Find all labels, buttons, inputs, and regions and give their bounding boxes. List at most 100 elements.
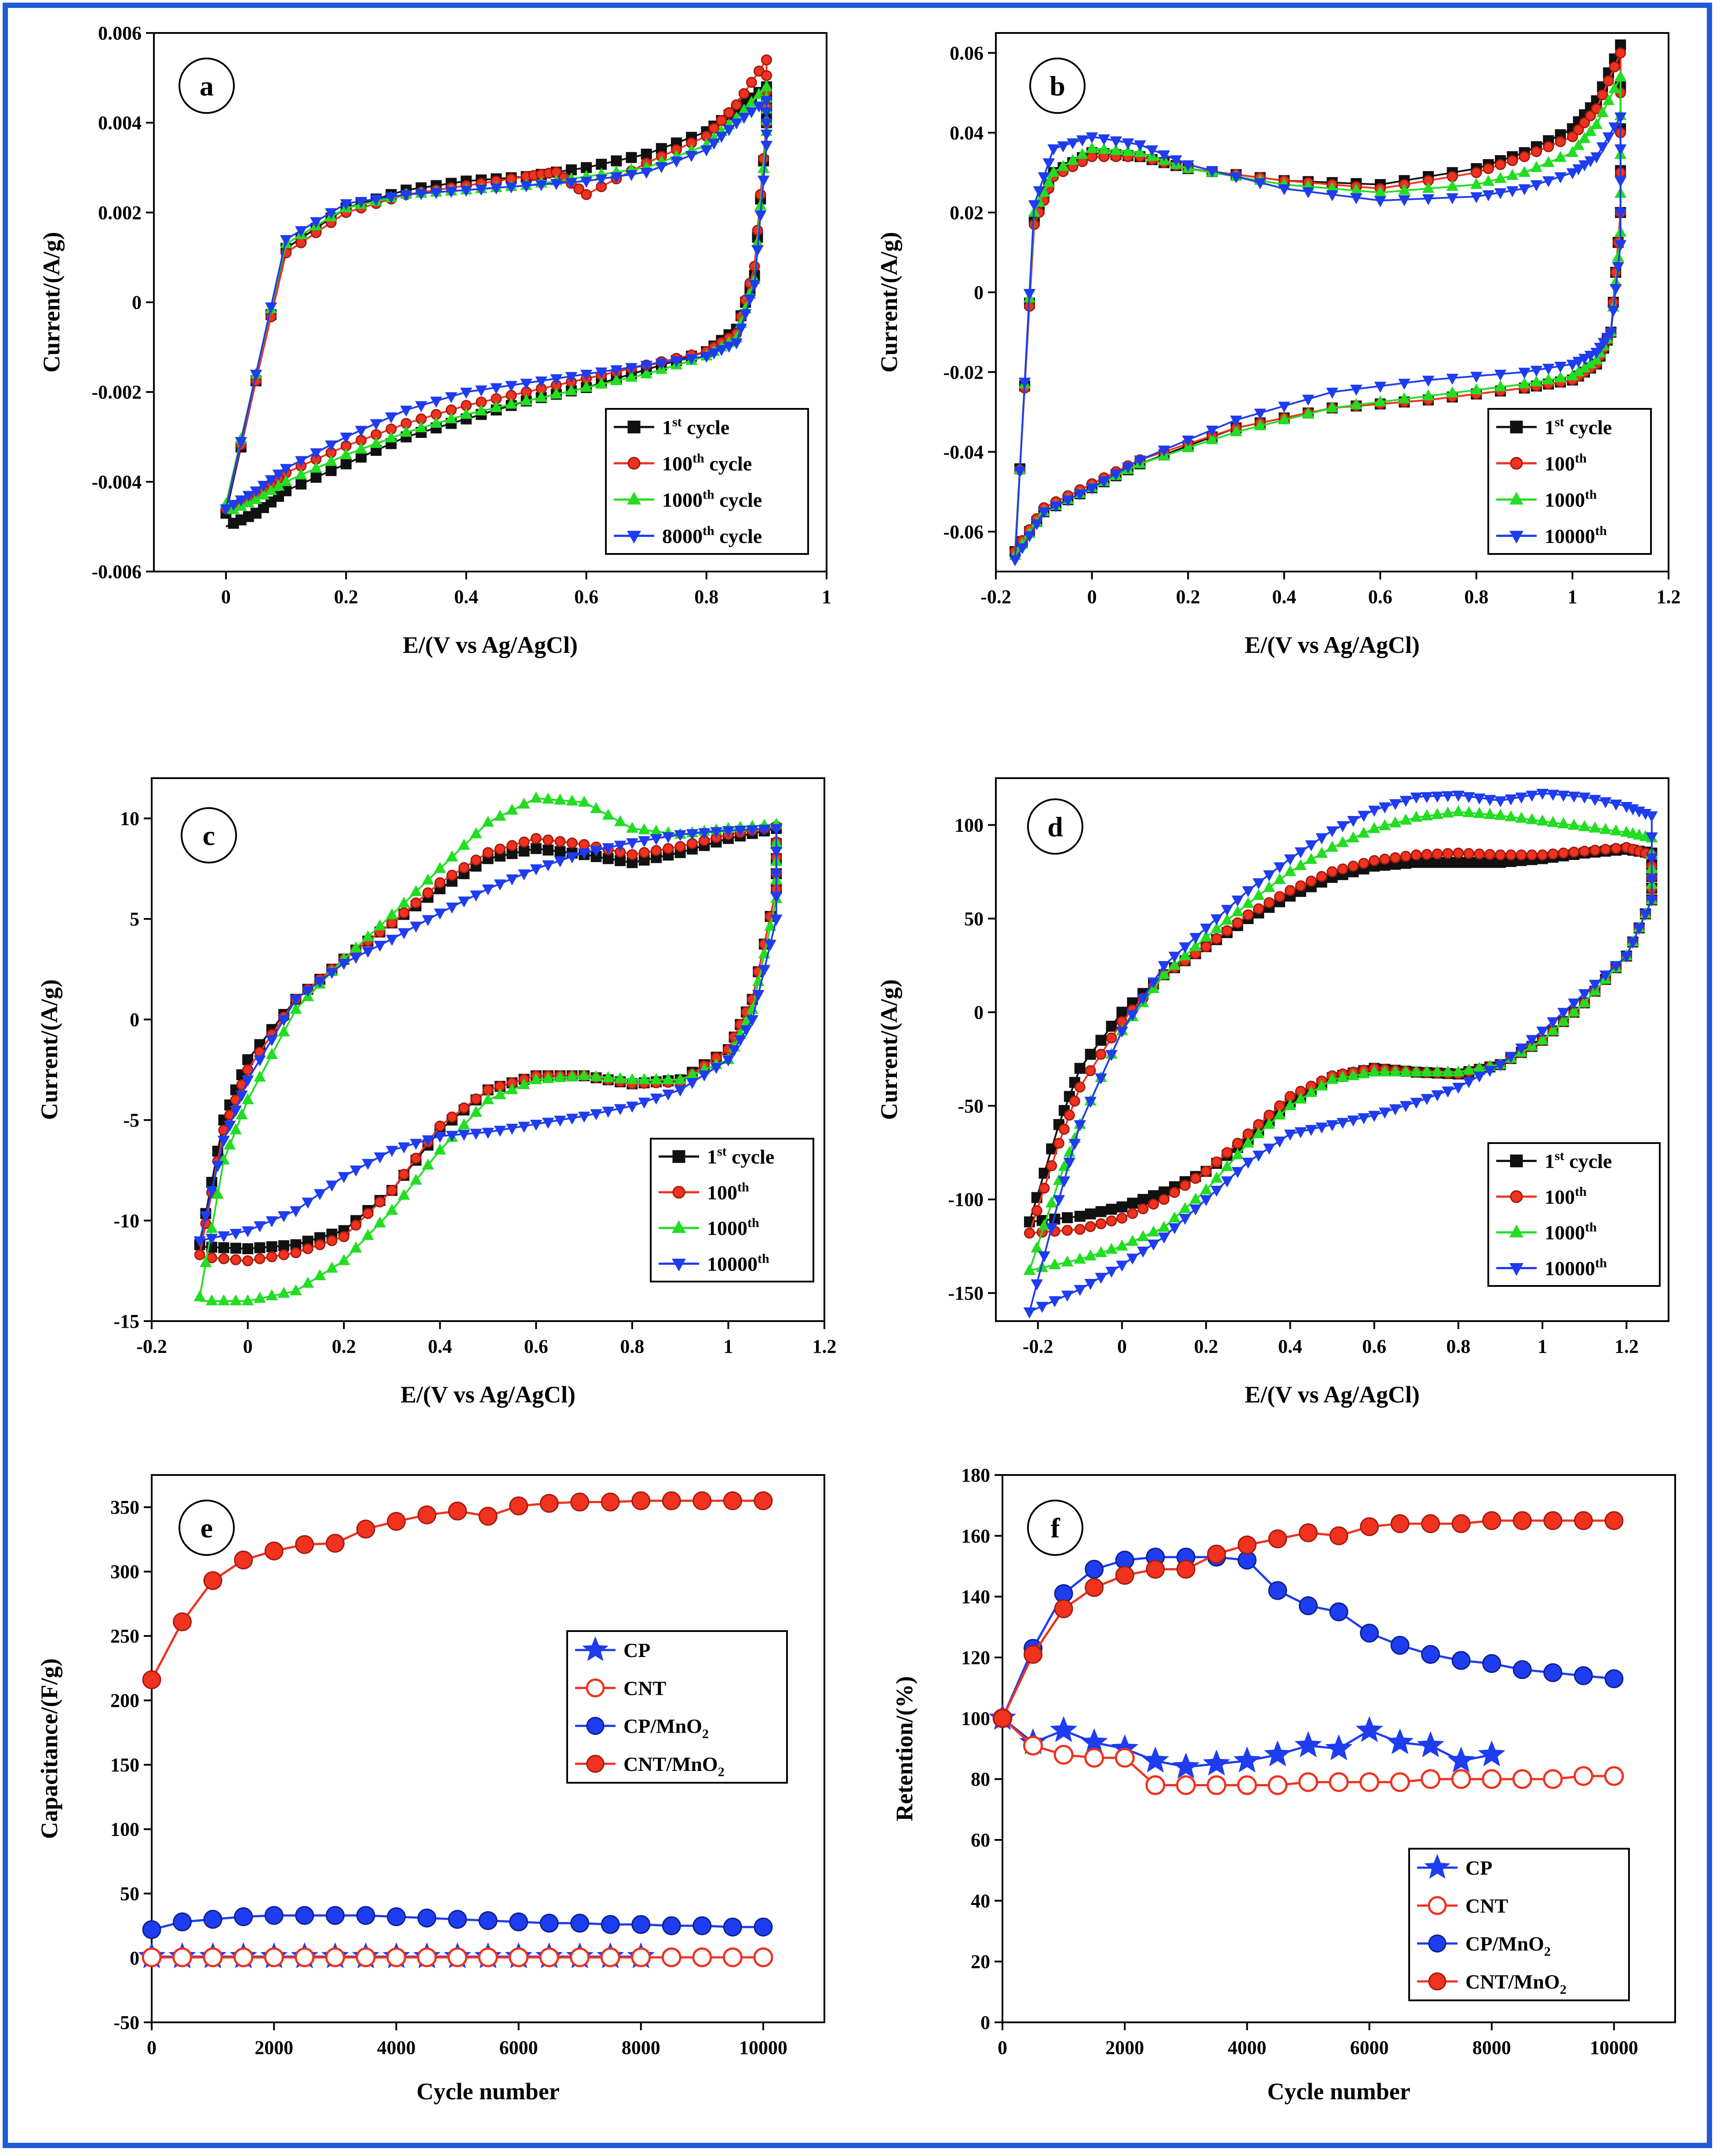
data-point [1589, 795, 1601, 806]
x-tick-label: 2000 [1105, 2037, 1144, 2058]
data-point [1374, 395, 1387, 407]
data-point [1294, 847, 1307, 859]
legend-label: 1st cycle [1545, 415, 1612, 438]
data-point [520, 181, 532, 193]
data-point [1063, 1158, 1076, 1169]
data-point [1442, 806, 1454, 818]
data-point [1547, 1024, 1559, 1035]
data-point [445, 412, 457, 423]
data-point [1254, 178, 1266, 189]
data-point [530, 1073, 543, 1084]
legend: 1st cycle 100th cycle 1000th cycle 8000th c… [605, 408, 809, 555]
data-point [1398, 392, 1410, 404]
data-point [1614, 112, 1627, 124]
data-point [1645, 853, 1658, 865]
data-point [482, 816, 494, 827]
data-point [230, 1105, 242, 1117]
data-point [1608, 82, 1621, 93]
data-point [1518, 184, 1531, 196]
y-tick-label: 200 [110, 1690, 139, 1712]
data-point [1542, 156, 1555, 167]
panel-label: b [1049, 70, 1065, 102]
data-point [234, 1907, 253, 1927]
y-tick-label: 0.04 [950, 122, 984, 144]
data-point [1602, 94, 1615, 106]
legend-label: CNT [623, 1677, 666, 1699]
data-point [1578, 792, 1591, 804]
data-point [1357, 1067, 1370, 1078]
data-point [542, 1118, 554, 1129]
data-point [1294, 1127, 1307, 1139]
x-tick-label: 0.4 [428, 1336, 452, 1357]
data-point [470, 1106, 482, 1117]
data-point [1159, 1194, 1170, 1205]
y-tick-label: 0.004 [98, 112, 142, 134]
legend-label: CNT/MnO2 [623, 1753, 725, 1779]
data-point [1206, 433, 1218, 444]
data-point [250, 370, 262, 381]
data-point [1369, 855, 1380, 866]
data-point [1386, 1728, 1414, 1755]
data-point [1547, 848, 1559, 859]
data-point [520, 394, 532, 405]
data-point [313, 1269, 326, 1280]
data-point [1137, 1194, 1149, 1205]
data-point [277, 1286, 290, 1298]
data-point [631, 1947, 651, 1967]
x-tick-label: 8000 [622, 2037, 660, 2058]
data-point [1158, 968, 1170, 979]
y-tick-label: 0 [132, 292, 142, 313]
data-point [1168, 951, 1181, 963]
data-point [1074, 1063, 1086, 1074]
data-point [614, 1104, 627, 1115]
data-point [1170, 155, 1182, 167]
data-point [728, 1045, 740, 1056]
data-point [236, 1090, 248, 1102]
data-point [722, 1055, 735, 1067]
data-point [1076, 148, 1089, 159]
data-point [1085, 1208, 1096, 1220]
data-point [1013, 466, 1026, 478]
data-point [1452, 1065, 1465, 1077]
data-point [254, 1242, 266, 1253]
data-point [1329, 1526, 1348, 1545]
data-point [670, 356, 683, 368]
data-point [1274, 891, 1285, 902]
data-point [434, 862, 446, 873]
data-point [1589, 821, 1601, 833]
data-point [1573, 124, 1584, 135]
data-point [1579, 845, 1590, 857]
data-point [494, 879, 507, 891]
data-point [761, 70, 772, 81]
data-point [1176, 1775, 1196, 1795]
data-point [1453, 857, 1464, 868]
data-point [590, 1109, 602, 1121]
legend-marker [672, 1220, 686, 1233]
legend-label: CP/MnO2 [1465, 1933, 1551, 1959]
data-point [602, 808, 615, 820]
data-point [1134, 455, 1146, 467]
data-point [1009, 555, 1021, 567]
data-point [1024, 1227, 1035, 1239]
data-point [1566, 146, 1579, 157]
y-tick-label: 50 [964, 908, 984, 929]
data-point [1206, 1775, 1227, 1795]
data-point [641, 149, 652, 160]
data-point [1614, 70, 1627, 81]
x-tick-label: -0.2 [980, 586, 1011, 608]
data-point [1518, 377, 1531, 389]
legend-marker [1510, 457, 1523, 470]
data-point [554, 794, 566, 805]
data-point [1305, 852, 1317, 864]
data-point [740, 1025, 753, 1037]
data-point [1179, 942, 1192, 954]
data-point [1305, 1125, 1317, 1136]
data-point [370, 419, 383, 430]
data-point [1578, 820, 1591, 831]
y-tick-label: 0 [974, 282, 984, 303]
data-point [290, 995, 302, 1006]
data-point [448, 1501, 467, 1521]
data-point [410, 921, 422, 933]
y-axis-title: Retention/(%) [891, 1676, 918, 1821]
data-point [1473, 793, 1486, 805]
